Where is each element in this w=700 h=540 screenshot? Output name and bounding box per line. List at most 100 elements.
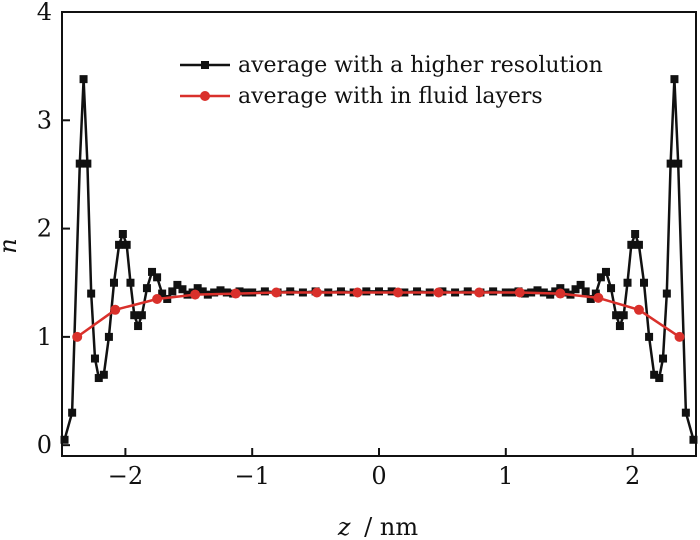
data-point-series-1 <box>99 370 108 379</box>
data-point-series-1 <box>576 280 585 289</box>
data-point-series-1 <box>689 435 698 444</box>
series-layer <box>60 75 698 444</box>
data-point-series-2 <box>674 331 685 342</box>
data-point-series-1 <box>115 240 124 249</box>
data-point-series-1 <box>551 287 560 296</box>
data-point-series-2 <box>593 292 604 303</box>
legend: average with a higher resolution average… <box>180 53 603 109</box>
data-point-series-1 <box>104 332 113 341</box>
data-point-series-2 <box>311 287 322 298</box>
data-point-series-1 <box>659 354 668 363</box>
data-point-series-1 <box>650 370 659 379</box>
data-point-series-1 <box>662 289 671 298</box>
data-point-series-1 <box>571 285 580 294</box>
legend-label-series-2: average with in fluid layers <box>238 84 543 109</box>
data-point-series-1 <box>83 159 92 168</box>
data-point-series-1 <box>655 374 664 383</box>
data-point-series-1 <box>645 332 654 341</box>
data-point-series-2 <box>190 289 201 300</box>
data-point-series-1 <box>546 290 555 299</box>
data-point-series-2 <box>514 287 525 298</box>
data-point-series-1 <box>198 287 207 296</box>
data-point-series-1 <box>158 289 167 298</box>
data-point-series-1 <box>148 267 157 276</box>
data-point-series-1 <box>94 374 103 383</box>
x-tick-label: 0 <box>371 462 386 490</box>
data-point-series-1 <box>627 240 636 249</box>
data-point-series-1 <box>623 278 632 287</box>
x-tick-label: 1 <box>498 462 513 490</box>
data-point-series-1 <box>134 322 143 331</box>
data-point-series-2 <box>393 287 404 298</box>
data-point-series-1 <box>153 273 162 282</box>
data-point-series-1 <box>631 230 640 238</box>
legend-marker-series-1 <box>201 61 209 69</box>
data-point-series-1 <box>533 286 542 295</box>
axis-ticks: −2 −1 0 1 2 0 1 2 3 4 <box>37 0 641 490</box>
data-point-series-2 <box>72 331 83 342</box>
data-point-series-1 <box>109 278 118 287</box>
data-point-series-1 <box>601 267 610 276</box>
data-point-series-1 <box>90 354 99 363</box>
data-point-series-1 <box>168 287 177 296</box>
data-point-series-2 <box>474 287 485 298</box>
data-point-series-2 <box>555 288 566 299</box>
data-point-series-1 <box>142 284 151 293</box>
data-point-series-2 <box>433 287 444 298</box>
x-tick-label: 2 <box>625 462 640 490</box>
x-axis-label-unit: / nm <box>364 513 418 540</box>
data-point-series-1 <box>640 278 649 287</box>
data-point-series-2 <box>152 293 163 304</box>
plot-frame <box>61 11 697 457</box>
data-point-series-1 <box>615 322 624 331</box>
x-axis-label: z / nm <box>337 513 418 540</box>
y-tick-label: 4 <box>37 0 52 26</box>
data-point-series-1 <box>591 289 600 298</box>
data-point-series-1 <box>619 311 628 320</box>
legend-marker-series-2 <box>200 91 210 101</box>
data-point-series-1 <box>122 240 131 249</box>
data-point-series-2 <box>230 288 241 299</box>
data-point-series-1 <box>137 311 146 320</box>
data-point-series-1 <box>607 284 616 293</box>
data-point-series-2 <box>352 287 363 298</box>
x-tick-label: −1 <box>235 462 270 490</box>
data-point-series-1 <box>596 273 605 282</box>
data-point-series-2 <box>271 287 282 298</box>
data-point-series-2 <box>110 304 121 315</box>
data-point-series-1 <box>561 288 570 297</box>
data-point-series-1 <box>216 286 225 295</box>
data-point-series-1 <box>222 288 231 297</box>
data-point-series-1 <box>260 287 269 296</box>
data-point-series-1 <box>586 294 595 303</box>
data-point-series-1 <box>118 230 127 238</box>
data-point-series-1 <box>674 159 683 168</box>
data-point-series-1 <box>126 278 135 287</box>
data-point-series-1 <box>681 408 690 417</box>
series-line-1 <box>63 77 695 441</box>
legend-label-series-1: average with a higher resolution <box>238 53 603 78</box>
data-point-series-1 <box>670 75 679 84</box>
data-point-series-1 <box>178 285 187 294</box>
data-point-series-1 <box>612 311 621 320</box>
series-line-2 <box>76 291 681 338</box>
data-point-series-1 <box>87 289 96 298</box>
data-point-series-1 <box>556 284 565 293</box>
x-axis-label-var: z <box>337 513 351 540</box>
data-point-series-1 <box>68 408 77 417</box>
data-point-series-1 <box>634 240 643 249</box>
y-axis-label: n <box>0 238 22 253</box>
data-point-series-1 <box>666 159 675 168</box>
data-point-series-1 <box>75 159 84 168</box>
x-tick-label: −2 <box>108 462 143 490</box>
y-tick-label: 3 <box>37 106 52 134</box>
y-tick-label: 0 <box>37 431 52 459</box>
data-point-series-1 <box>60 435 69 444</box>
data-point-series-1 <box>130 311 139 320</box>
data-point-series-1 <box>210 288 219 297</box>
y-tick-label: 2 <box>37 215 52 243</box>
y-tick-label: 1 <box>37 323 52 351</box>
data-point-series-1 <box>581 287 590 296</box>
data-point-series-2 <box>633 304 644 315</box>
